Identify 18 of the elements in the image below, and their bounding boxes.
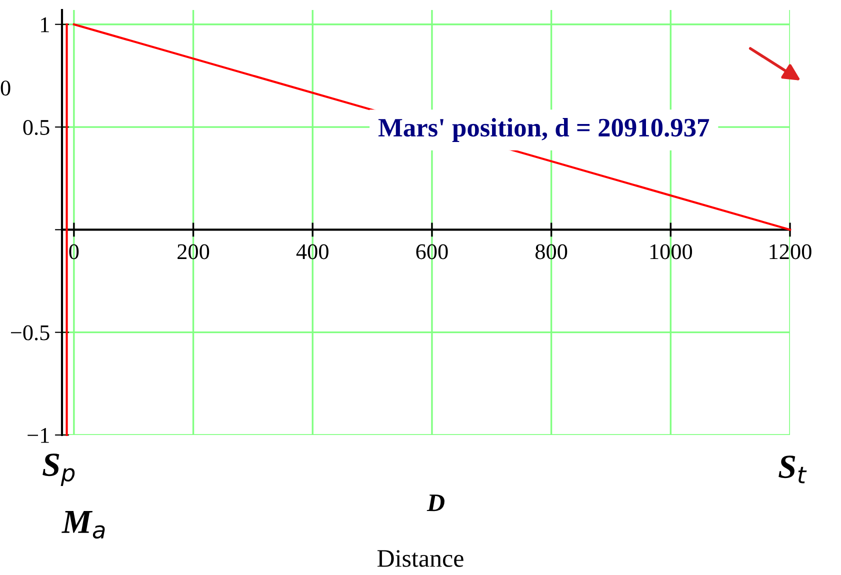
- text: S$_{p}$: [42, 454, 75, 486]
- y-tick-label: 0.5: [23, 120, 50, 136]
- x-tick-label: 0: [69, 244, 79, 260]
- y-tick-label: −0.5: [10, 325, 50, 340]
- y-tick-label: −1: [28, 428, 49, 443]
- x-tick-label: 200: [178, 244, 210, 260]
- x-tick-label: 1000: [650, 244, 692, 260]
- y-tick-label: 1: [41, 17, 49, 32]
- annotation: Mars' position, d = 20910.937: [378, 118, 710, 142]
- text: M$_{a}$: [62, 511, 105, 539]
- x-axis-title: Distance: [377, 550, 464, 567]
- text: D: [426, 494, 444, 512]
- x-tick-label: 600: [416, 244, 448, 260]
- text: S$_{t}$: [778, 456, 807, 484]
- x-tick-label: 1200: [770, 244, 812, 260]
- y-axis-title: 0: [0, 80, 10, 96]
- x-tick-label: 400: [296, 244, 328, 260]
- x-tick-label: 800: [535, 244, 568, 260]
